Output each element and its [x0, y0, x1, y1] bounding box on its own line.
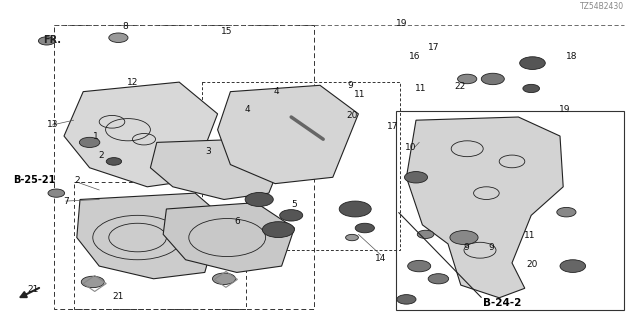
Circle shape — [458, 74, 477, 84]
Text: 21: 21 — [113, 292, 124, 301]
Circle shape — [450, 231, 478, 244]
Text: 19: 19 — [396, 19, 408, 28]
Circle shape — [417, 230, 434, 238]
Circle shape — [339, 201, 371, 217]
Text: 15: 15 — [221, 27, 233, 36]
Polygon shape — [218, 85, 358, 184]
Circle shape — [245, 193, 273, 206]
Circle shape — [262, 222, 294, 237]
Text: 11: 11 — [354, 90, 365, 99]
Text: 14: 14 — [375, 254, 387, 263]
Text: 9: 9 — [463, 243, 468, 252]
Text: 9: 9 — [489, 243, 494, 252]
Circle shape — [557, 207, 576, 217]
Text: TZ54B2430: TZ54B2430 — [580, 2, 624, 11]
Polygon shape — [64, 82, 218, 187]
Polygon shape — [150, 139, 282, 199]
Circle shape — [38, 37, 55, 45]
Text: B-24-2: B-24-2 — [483, 298, 522, 308]
Text: 10: 10 — [405, 143, 417, 152]
Circle shape — [428, 274, 449, 284]
Text: 18: 18 — [566, 52, 577, 61]
Text: 5: 5 — [292, 200, 297, 209]
Text: 7: 7 — [63, 196, 68, 205]
Text: 17: 17 — [387, 122, 399, 131]
Polygon shape — [77, 193, 221, 279]
Circle shape — [523, 84, 540, 92]
Polygon shape — [406, 117, 563, 298]
Text: 4: 4 — [244, 105, 250, 114]
Text: 21: 21 — [28, 285, 39, 294]
Circle shape — [79, 137, 100, 148]
Circle shape — [109, 33, 128, 43]
Text: B-25-21: B-25-21 — [13, 175, 55, 186]
Circle shape — [346, 234, 358, 241]
Text: 20: 20 — [346, 111, 358, 120]
Circle shape — [520, 57, 545, 69]
Text: 12: 12 — [127, 78, 139, 87]
Circle shape — [48, 189, 65, 197]
Circle shape — [81, 276, 104, 288]
Text: 2: 2 — [99, 151, 104, 160]
Circle shape — [106, 158, 122, 165]
Text: FR.: FR. — [44, 35, 61, 44]
Text: 22: 22 — [454, 82, 465, 92]
Text: 16: 16 — [409, 52, 420, 61]
Circle shape — [560, 260, 586, 272]
Text: 2: 2 — [74, 176, 79, 185]
Circle shape — [408, 260, 431, 272]
Text: 9: 9 — [348, 81, 353, 90]
Text: 4: 4 — [274, 87, 279, 96]
Text: 11: 11 — [524, 231, 536, 240]
Text: 13: 13 — [47, 120, 58, 130]
Circle shape — [355, 223, 374, 233]
Text: 1: 1 — [93, 132, 99, 140]
Circle shape — [481, 73, 504, 85]
Text: 19: 19 — [559, 105, 571, 114]
Text: 17: 17 — [428, 43, 440, 52]
Text: 20: 20 — [527, 260, 538, 269]
Text: 11: 11 — [415, 84, 426, 93]
Text: 8: 8 — [122, 22, 127, 31]
Circle shape — [280, 210, 303, 221]
Text: 6: 6 — [234, 217, 239, 226]
Circle shape — [212, 273, 236, 284]
Text: 3: 3 — [205, 148, 211, 156]
Polygon shape — [163, 203, 294, 272]
Circle shape — [404, 172, 428, 183]
Circle shape — [397, 295, 416, 304]
